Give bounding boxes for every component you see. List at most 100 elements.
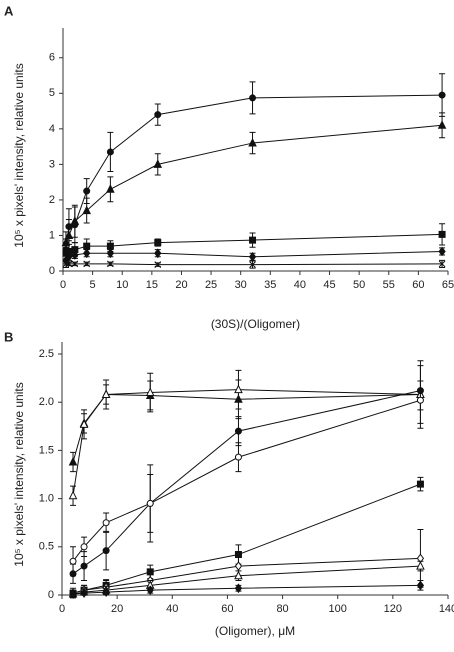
- marker: [80, 562, 88, 570]
- marker: [437, 120, 447, 129]
- y-tick-label: 4: [49, 123, 55, 135]
- marker: [101, 389, 111, 398]
- series-line: [72, 483, 421, 594]
- x-tick-label: 20: [175, 279, 187, 291]
- series-line: [65, 94, 443, 250]
- x-tick-label: 35: [264, 279, 276, 291]
- marker: [438, 246, 446, 257]
- marker: [154, 111, 162, 119]
- marker: [416, 560, 425, 570]
- marker: [234, 570, 243, 580]
- marker: [82, 205, 92, 215]
- y-tick-label: 0: [48, 589, 54, 601]
- series-line: [72, 393, 421, 463]
- y-tick-label: 2.5: [39, 348, 54, 360]
- panel-label: A: [4, 3, 14, 18]
- y-tick-label: 1.5: [39, 444, 54, 456]
- x-tick-label: 120: [384, 603, 402, 615]
- marker: [70, 216, 80, 225]
- marker: [249, 236, 257, 244]
- marker: [64, 230, 74, 239]
- y-tick-label: 0.5: [39, 541, 54, 553]
- x-tick-label: 25: [205, 279, 217, 291]
- marker: [234, 561, 243, 571]
- series-line: [72, 399, 421, 562]
- x-tick-label: 55: [383, 279, 395, 291]
- panel-label: B: [4, 329, 13, 344]
- y-tick-label: 3: [49, 158, 55, 170]
- x-tick-label: 10: [116, 279, 128, 291]
- x-tick-label: 45: [323, 279, 335, 291]
- marker: [107, 260, 114, 268]
- marker: [83, 187, 91, 195]
- y-tick-label: 1.0: [39, 493, 54, 505]
- marker: [83, 260, 91, 268]
- marker: [438, 91, 446, 99]
- marker: [68, 456, 78, 466]
- y-tick-label: 0: [49, 265, 55, 277]
- marker: [71, 260, 79, 268]
- series-line: [72, 584, 421, 595]
- marker: [83, 248, 91, 259]
- y-tick-label: 2: [49, 194, 55, 206]
- marker: [106, 184, 115, 193]
- marker: [71, 250, 79, 260]
- marker: [106, 148, 114, 156]
- x-tick-label: 80: [276, 603, 288, 615]
- marker: [248, 251, 257, 262]
- marker: [154, 261, 162, 268]
- marker: [154, 239, 162, 247]
- x-tick-label: 60: [221, 603, 233, 615]
- marker: [438, 230, 446, 238]
- x-tick-label: 20: [111, 603, 123, 615]
- marker: [79, 419, 89, 428]
- marker: [234, 427, 242, 435]
- marker: [146, 499, 154, 507]
- marker: [234, 453, 242, 461]
- marker: [106, 248, 115, 259]
- y-tick-label: 1: [49, 229, 55, 241]
- marker: [438, 260, 446, 268]
- x-tick-label: 5: [90, 279, 96, 291]
- marker: [416, 580, 425, 591]
- marker: [146, 585, 154, 596]
- marker: [80, 588, 88, 598]
- marker: [68, 490, 78, 500]
- x-axis-label: (Oligomer), μM: [215, 624, 295, 638]
- marker: [102, 587, 110, 597]
- marker: [145, 387, 155, 397]
- x-tick-label: 60: [412, 279, 424, 291]
- marker: [249, 94, 257, 102]
- marker: [62, 260, 70, 268]
- y-tick-label: 6: [49, 52, 55, 64]
- series-line: [72, 389, 421, 496]
- marker: [416, 480, 424, 488]
- x-axis-label: (30S)/(Oligomer): [211, 317, 300, 331]
- marker: [154, 248, 162, 259]
- marker: [102, 519, 110, 527]
- x-tick-label: 0: [60, 279, 66, 291]
- x-tick-label: 15: [146, 279, 158, 291]
- x-tick-label: 40: [166, 603, 178, 615]
- marker: [69, 557, 77, 565]
- x-tick-label: 140: [439, 603, 454, 615]
- marker: [416, 396, 424, 404]
- x-tick-label: 30: [235, 279, 247, 291]
- series-line: [72, 390, 421, 575]
- x-tick-label: 100: [329, 603, 347, 615]
- marker: [83, 242, 91, 250]
- x-tick-label: 40: [294, 279, 306, 291]
- marker: [248, 137, 257, 147]
- marker: [69, 589, 77, 599]
- marker: [153, 159, 163, 168]
- marker: [234, 384, 243, 394]
- marker: [234, 583, 243, 594]
- y-tick-label: 2.0: [39, 396, 54, 408]
- marker: [249, 261, 256, 268]
- x-tick-label: 65: [442, 279, 454, 291]
- y-tick-label: 5: [49, 87, 55, 99]
- marker: [106, 242, 114, 250]
- x-tick-label: 50: [353, 279, 365, 291]
- x-tick-label: 0: [59, 603, 65, 615]
